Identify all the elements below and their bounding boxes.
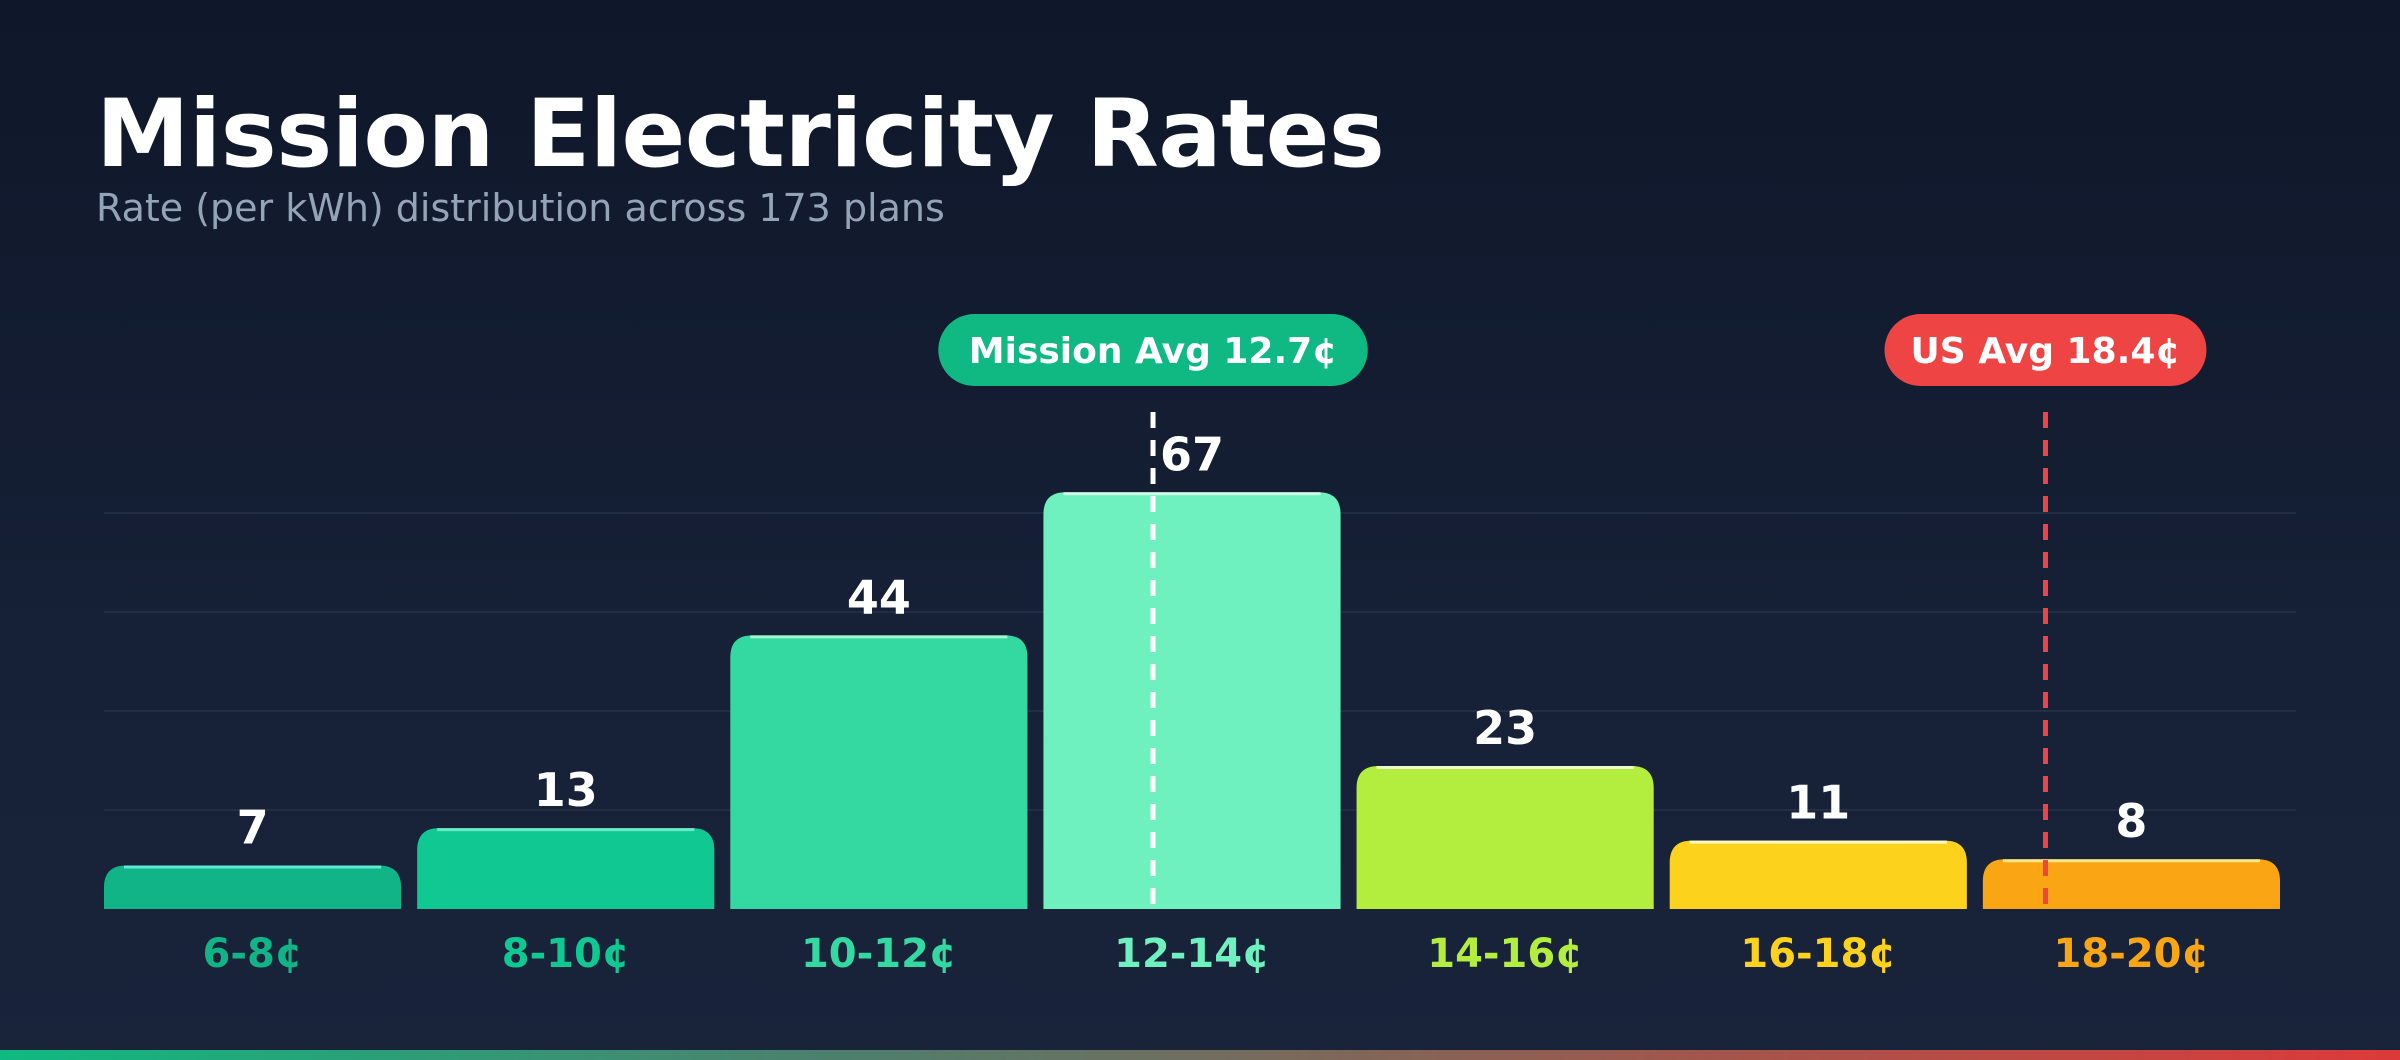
category-tick-label: 6-8¢ bbox=[203, 931, 303, 977]
category-tick-label: 16-18¢ bbox=[1740, 931, 1896, 977]
histogram-bar bbox=[1356, 765, 1654, 909]
category-tick-label: 18-20¢ bbox=[2054, 931, 2210, 977]
bar-value-label: 13 bbox=[534, 763, 598, 817]
bar-value-label: 7 bbox=[237, 800, 269, 854]
bar-value-label: 23 bbox=[1473, 701, 1537, 755]
histogram-bar bbox=[1982, 859, 2280, 909]
reference-badge bbox=[938, 314, 1368, 386]
accent-gradient-bar bbox=[0, 1050, 2400, 1060]
bar-value-label: 67 bbox=[1160, 427, 1224, 481]
bar-value-label: 8 bbox=[2115, 794, 2147, 848]
histogram-bar bbox=[417, 828, 715, 909]
category-tick-label: 12-14¢ bbox=[1114, 931, 1270, 977]
reference-badge bbox=[1884, 314, 2207, 386]
histogram-bar bbox=[1043, 492, 1341, 909]
bar-value-label: 11 bbox=[1786, 776, 1850, 830]
category-tick-label: 14-16¢ bbox=[1427, 931, 1583, 977]
reference-label: Mission Avg 12.7¢ bbox=[969, 331, 1337, 372]
category-tick-label: 8-10¢ bbox=[502, 931, 630, 977]
bar-value-label: 44 bbox=[847, 570, 911, 624]
reference-label: US Avg 18.4¢ bbox=[1911, 331, 2181, 372]
histogram-bar bbox=[1669, 840, 1967, 909]
chart-title: Mission Electricity Rates bbox=[96, 80, 1385, 189]
histogram-bar bbox=[730, 635, 1028, 909]
histogram-bar bbox=[104, 865, 402, 909]
category-tick-label: 10-12¢ bbox=[801, 931, 957, 977]
chart-subtitle: Rate (per kWh) distribution across 173 p… bbox=[96, 186, 945, 230]
